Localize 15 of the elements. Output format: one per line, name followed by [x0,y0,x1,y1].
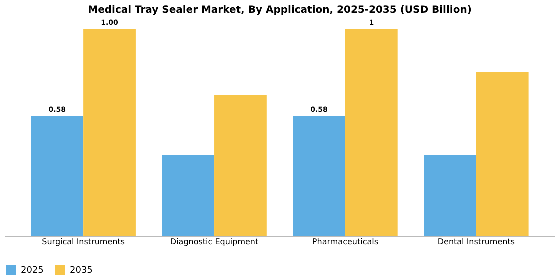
bar [345,29,398,236]
x-tick-label: Dental Instruments [438,238,515,246]
bar [424,155,476,236]
x-tick-label: Pharmaceuticals [312,238,379,246]
bar [214,95,267,236]
bar [293,116,346,236]
bar [31,116,84,236]
chart-title: Medical Tray Sealer Market, By Application, 2025-2035 (USD Billion) [88,5,472,16]
legend-label: 2035 [70,266,93,276]
x-tick-label: Surgical Instruments [42,238,125,246]
x-tick-label: Diagnostic Equipment [170,238,259,246]
bar [476,72,529,236]
bar [84,29,136,236]
bar [162,155,215,236]
legend-label: 2025 [21,266,44,276]
